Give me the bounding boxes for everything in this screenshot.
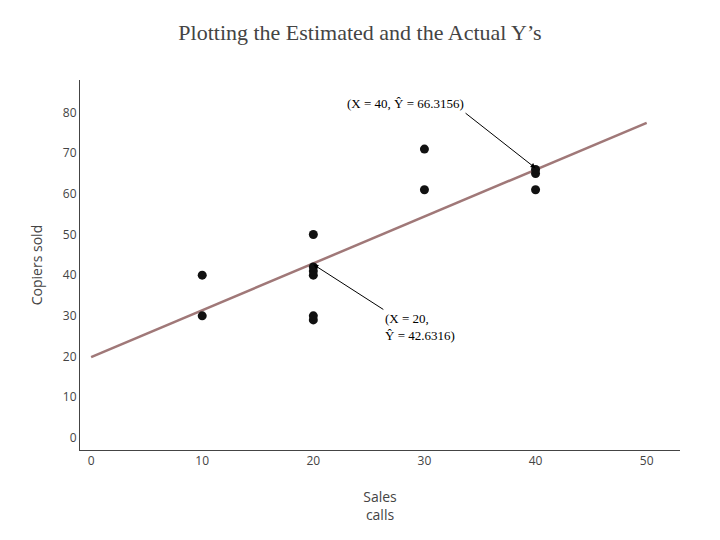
svg-text:70: 70 <box>63 144 77 161</box>
svg-text:40: 40 <box>529 452 543 469</box>
svg-text:(X = 40, Ŷ = 66.3156): (X = 40, Ŷ = 66.3156) <box>347 96 464 111</box>
svg-text:10: 10 <box>195 452 209 469</box>
svg-text:20: 20 <box>63 348 77 365</box>
svg-text:50: 50 <box>640 452 654 469</box>
svg-text:40: 40 <box>63 266 77 283</box>
svg-text:60: 60 <box>63 185 77 202</box>
svg-text:0: 0 <box>70 429 77 446</box>
svg-text:50: 50 <box>63 226 77 243</box>
svg-text:(X = 20,Ŷ = 42.6316): (X = 20,Ŷ = 42.6316) <box>385 311 455 343</box>
svg-text:30: 30 <box>418 452 432 469</box>
svg-text:20: 20 <box>306 452 320 469</box>
svg-text:80: 80 <box>63 104 77 121</box>
svg-text:30: 30 <box>63 307 77 324</box>
svg-text:Copiers sold: Copiers sold <box>27 225 46 305</box>
svg-text:0: 0 <box>88 452 95 469</box>
svg-text:10: 10 <box>63 388 77 405</box>
svg-text:Salescalls: Salescalls <box>363 487 397 524</box>
svg-text:Plotting the Estimated and the: Plotting the Estimated and the Actual Y’… <box>178 20 541 45</box>
